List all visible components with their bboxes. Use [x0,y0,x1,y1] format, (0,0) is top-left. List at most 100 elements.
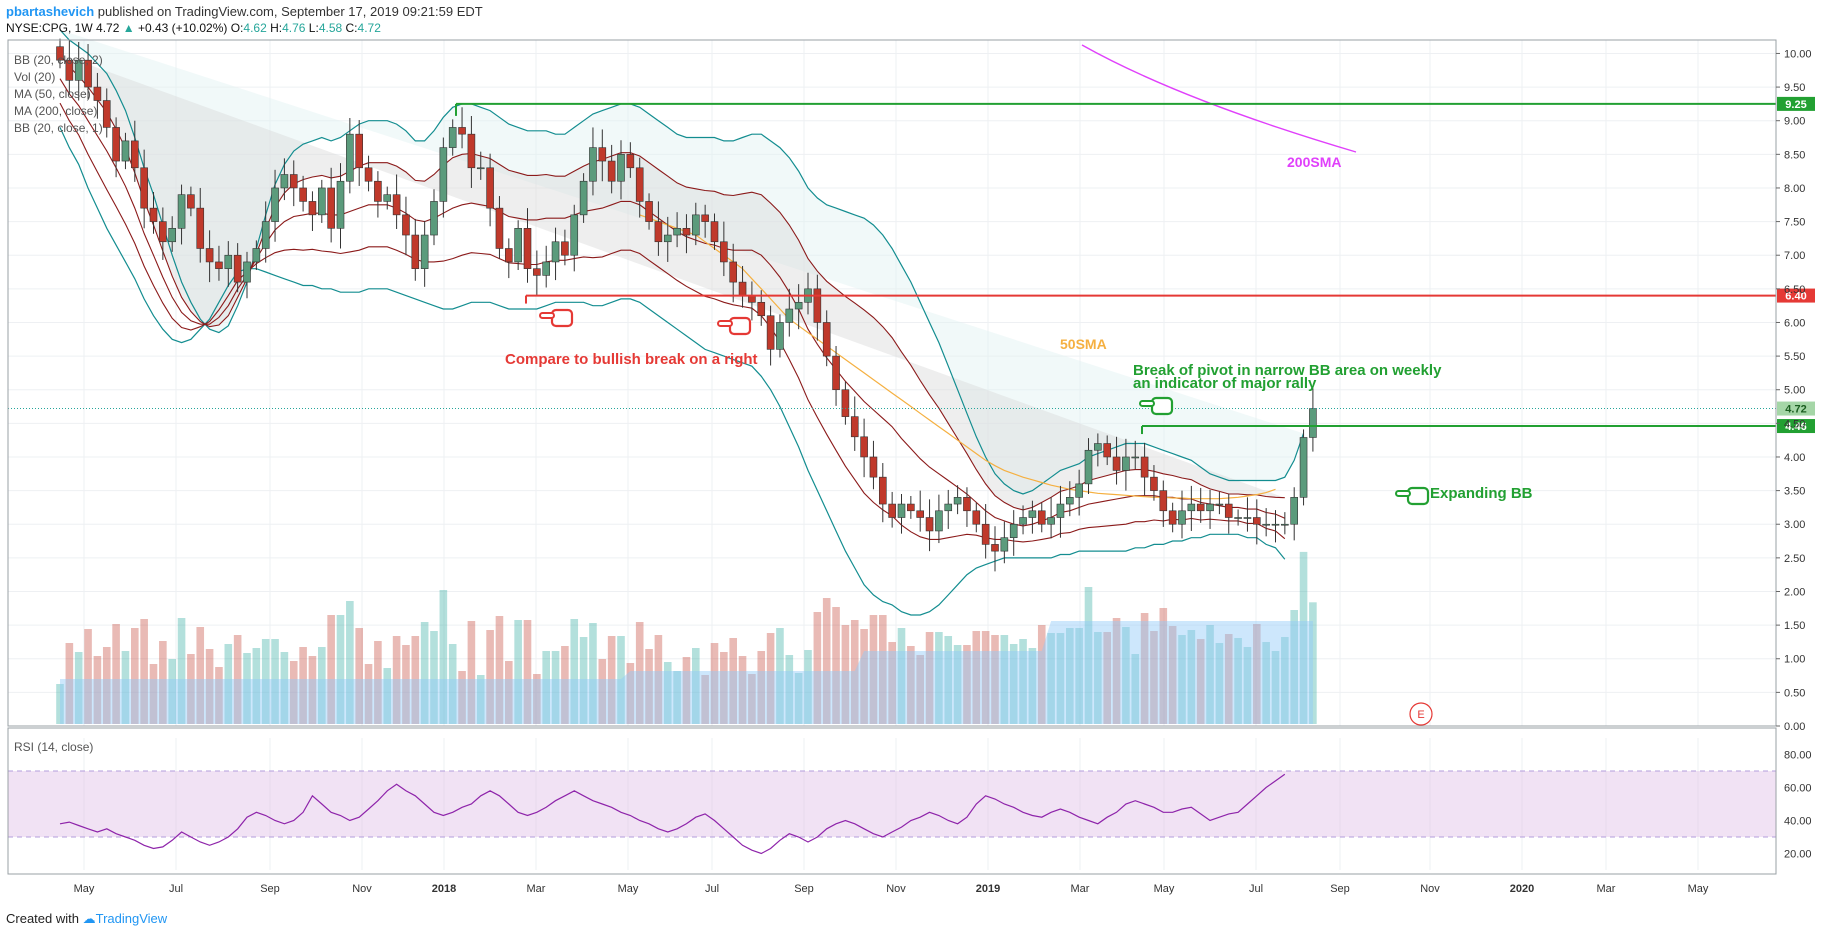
volume-bar [420,622,429,724]
candle-body [617,154,625,182]
indicator-ma50[interactable]: MA (50, close) [14,87,91,101]
candle-body [84,59,92,88]
volume-bar [346,601,354,724]
candle-body [233,254,242,283]
candle-body [1206,503,1214,512]
volume-bar [448,644,457,724]
candle-body [1009,523,1018,538]
horizontal-levels[interactable] [8,102,1776,435]
tradingview-link[interactable]: TradingView [95,911,168,926]
y-tick-label: 2.50 [1784,553,1805,565]
bollinger-inner-lower-line [59,102,1286,543]
volume-bar [121,651,130,724]
candle-body [514,228,522,263]
hand-finger [1139,400,1155,407]
candle-body [1262,523,1270,526]
candle-body [65,59,74,81]
volume-bar [168,659,176,724]
candle-body [860,436,868,458]
candle-body [850,416,859,438]
bollinger-inner-fill [60,54,1285,510]
y-tick-label: 5.00 [1784,385,1805,397]
candle-body [598,147,607,162]
candle-body [1150,476,1158,491]
candle-body [261,221,270,249]
volume-bar [1037,625,1046,724]
rsi-tick-label: 40.00 [1784,816,1812,828]
volume-bar [785,655,794,724]
price-tag-label: 4.46 [1785,421,1806,433]
volume-bar [392,636,401,724]
volume-bar [327,615,335,724]
y-tick-label: 6.00 [1784,317,1805,329]
x-tick-label: 2019 [976,883,1000,895]
volume-bar [177,618,186,724]
volume-bar [635,622,644,724]
volume-bar [888,642,896,724]
candle-body [925,517,934,532]
indicator-bb-outer[interactable]: BB (20, close, 2) [14,53,103,67]
volume-bar [149,664,158,724]
volume-bar [1009,644,1018,724]
candle-body [430,201,438,236]
tradingview-logo-icon: ☁ [82,911,96,926]
candle-body [972,510,981,525]
candle-body [168,228,176,243]
candle-body [654,221,663,243]
author-link[interactable]: pbartashevich [6,4,95,19]
volume-bar [224,644,233,724]
publish-text: published on TradingView.com, September … [97,4,483,19]
candle-body [953,497,962,505]
price-tag [1777,288,1815,303]
candle-body [1196,503,1205,512]
hand-pointer-icon [1139,396,1174,416]
candle-body [1094,443,1102,451]
volume-bar [1309,602,1317,724]
volume-bar [1159,608,1168,724]
candle-body [140,167,148,209]
hand-palm [550,308,574,328]
y-tick-label: 8.00 [1784,183,1805,195]
volume-bar [215,667,223,724]
volume-bar [841,625,850,724]
close-value: 4.72 [357,21,381,35]
volume-bar [1150,631,1158,724]
volume-bar [813,612,822,724]
y-tick-label: 9.00 [1784,116,1805,128]
indicator-rsi[interactable]: RSI (14, close) [14,740,94,754]
candle-body [1178,510,1186,525]
candle-body [776,322,784,350]
candle-body [271,187,279,222]
candle-body [299,187,307,202]
candle-body [1019,517,1027,525]
hand-pointer-icon [717,316,752,336]
volume-bar [1290,610,1298,724]
indicator-bb-inner[interactable]: BB (20, close, 1) [14,121,103,135]
candle-body [832,355,840,391]
price-tag-label: 9.25 [1785,99,1806,111]
volume-bar [1084,587,1093,724]
candle-body [701,214,709,222]
volume-bar [963,645,971,724]
candle-body [317,187,326,216]
x-tick-label: Jul [1249,883,1263,895]
candle-body [561,241,569,256]
volume-bar [308,656,317,724]
candle-body [766,315,775,350]
indicator-volume[interactable]: Vol (20) [14,70,56,84]
annotation-expanding: Expanding BB [1430,485,1533,502]
candle-body [187,194,195,209]
candle-body [729,261,738,283]
candle-body [1309,408,1317,438]
volume-bar [430,631,438,724]
candle-body [74,59,83,81]
indicator-ma200[interactable]: MA (200, close) [14,104,98,118]
volume-bar [776,628,784,724]
symbol[interactable]: NYSE:CPG, 1W [6,21,93,35]
volume-bar [289,661,298,724]
bollinger-band-fill [60,29,1304,510]
volume-bar [607,636,616,724]
volume-bar [897,628,906,724]
volume-bar [701,675,709,724]
